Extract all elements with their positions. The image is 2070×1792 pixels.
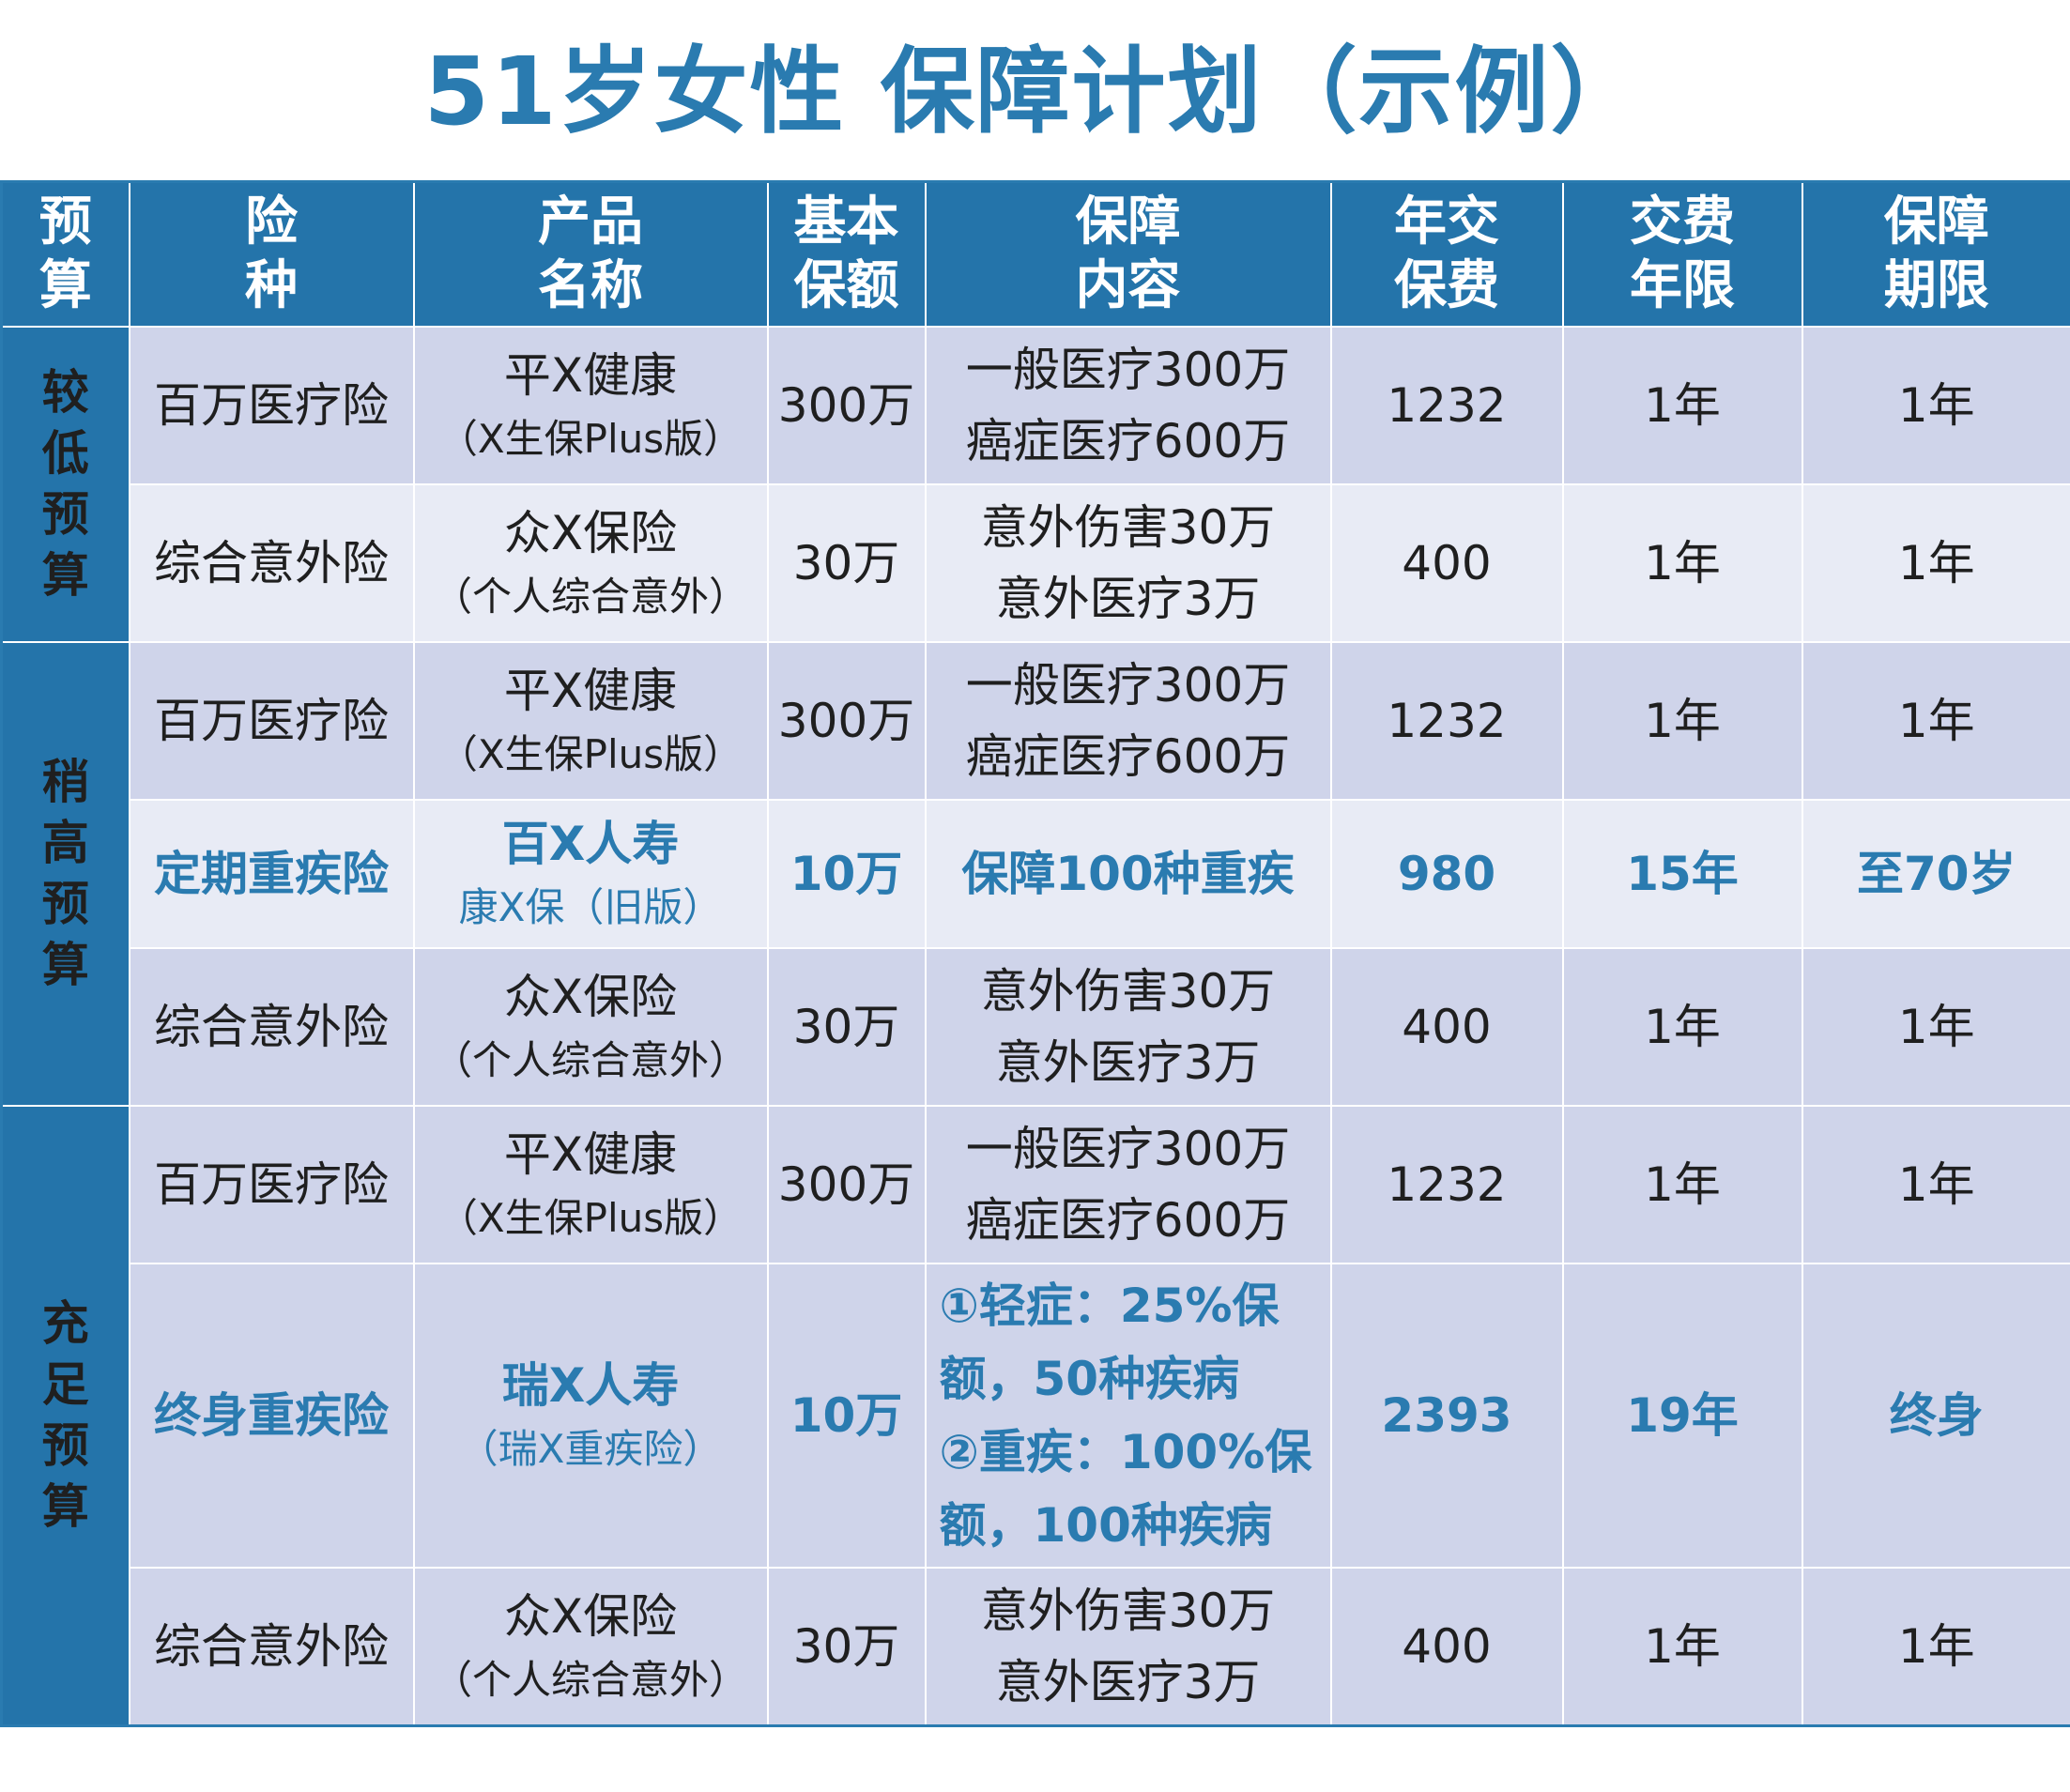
insurance-type: 百万医疗险: [128, 326, 415, 485]
coverage-content: 保障100种重疾: [924, 799, 1332, 949]
annual-premium: 2393: [1329, 1263, 1564, 1569]
annual-premium: 400: [1329, 947, 1564, 1107]
annual-premium: 400: [1329, 483, 1564, 643]
header-row: 预算 险种 产品 名称 基本 保额 保障 内容 年交 保费 交费 年限 保障 期限: [0, 180, 2070, 328]
header-amount: 基本 保额: [766, 180, 927, 328]
insurance-type: 定期重疾险: [128, 799, 415, 949]
coverage-term: 终身: [1801, 1263, 2070, 1569]
insurance-type: 终身重疾险: [128, 1263, 415, 1569]
header-premium: 年交 保费: [1329, 180, 1564, 328]
base-amount: 300万: [766, 326, 927, 485]
base-amount: 10万: [766, 1263, 927, 1569]
header-content: 保障 内容: [924, 180, 1332, 328]
product-name: 平X健康 （X生保Plus版）: [412, 1105, 769, 1264]
table-row-highlight: 定期重疾险 百X人寿 康X保（旧版） 10万 保障100种重疾 980 15年 至…: [2, 799, 2070, 949]
table-row: 稍高预算 百万医疗险 平X健康 （X生保Plus版） 300万 一般医疗300万癌…: [0, 641, 2070, 1107]
header-type: 险种: [128, 180, 415, 328]
base-amount: 300万: [766, 641, 927, 801]
product-name: 瑞X人寿 （瑞X重疾险）: [412, 1263, 769, 1569]
base-amount: 30万: [766, 1567, 927, 1727]
budget-label-high: 充足预算: [0, 1105, 130, 1727]
header-pay-term: 交费 年限: [1561, 180, 1803, 328]
coverage-term: 1年: [1801, 326, 2070, 485]
annual-premium: 1232: [1329, 326, 1564, 485]
coverage-content: 一般医疗300万 癌症医疗600万: [924, 326, 1332, 485]
header-product: 产品 名称: [412, 180, 769, 328]
product-name: 百X人寿 康X保（旧版）: [412, 799, 769, 949]
coverage-term: 1年: [1801, 641, 2070, 801]
table-row: 充足预算 百万医疗险 平X健康 （X生保Plus版） 300万 一般医疗300万癌…: [0, 1105, 2070, 1727]
header-budget: 预算: [0, 180, 130, 328]
product-name: 平X健康 （X生保Plus版）: [412, 641, 769, 801]
coverage-term: 1年: [1801, 1567, 2070, 1727]
insurance-type: 综合意外险: [128, 947, 415, 1107]
coverage-content: 意外伤害30万 意外医疗3万: [924, 947, 1332, 1107]
base-amount: 30万: [766, 947, 927, 1107]
coverage-content: 一般医疗300万 癌症医疗600万: [924, 641, 1332, 801]
pay-term: 1年: [1561, 1105, 1803, 1264]
insurance-type: 百万医疗险: [128, 641, 415, 801]
coverage-term: 1年: [1801, 1105, 2070, 1264]
pay-term: 1年: [1561, 1567, 1803, 1727]
base-amount: 10万: [766, 799, 927, 949]
pay-term: 15年: [1561, 799, 1803, 949]
coverage-term: 1年: [1801, 947, 2070, 1107]
table-row: 综合意外险 众X保险 （个人综合意外） 30万 意外伤害30万 意外医疗3万 400…: [2, 1567, 2070, 1727]
coverage-content: 意外伤害30万 意外医疗3万: [924, 1567, 1332, 1727]
pay-term: 1年: [1561, 483, 1803, 643]
table-row-highlight: 终身重疾险 瑞X人寿 （瑞X重疾险） 10万 ①轻症：25%保 额，50种疾病 ②重疾…: [2, 1263, 2070, 1569]
base-amount: 30万: [766, 483, 927, 643]
coverage-content: 意外伤害30万 意外医疗3万: [924, 483, 1332, 643]
product-name: 众X保险 （个人综合意外）: [412, 483, 769, 643]
header-coverage-term: 保障 期限: [1801, 180, 2070, 328]
annual-premium: 1232: [1329, 1105, 1564, 1264]
insurance-type: 综合意外险: [128, 1567, 415, 1727]
annual-premium: 1232: [1329, 641, 1564, 801]
insurance-type: 综合意外险: [128, 483, 415, 643]
annual-premium: 980: [1329, 799, 1564, 949]
product-name: 众X保险 （个人综合意外）: [412, 947, 769, 1107]
pay-term: 1年: [1561, 947, 1803, 1107]
annual-premium: 400: [1329, 1567, 1564, 1727]
coverage-content: 一般医疗300万 癌症医疗600万: [924, 1105, 1332, 1264]
table-row: 综合意外险 众X保险 （个人综合意外） 30万 意外伤害30万 意外医疗3万 400…: [2, 483, 2070, 643]
insurance-type: 百万医疗险: [128, 1105, 415, 1264]
pay-term: 1年: [1561, 641, 1803, 801]
pay-term: 1年: [1561, 326, 1803, 485]
product-name: 平X健康 （X生保Plus版）: [412, 326, 769, 485]
product-name: 众X保险 （个人综合意外）: [412, 1567, 769, 1727]
pay-term: 19年: [1561, 1263, 1803, 1569]
coverage-term: 1年: [1801, 483, 2070, 643]
page-title: 51岁女性 保障计划（示例）: [423, 37, 1647, 146]
budget-label-mid: 稍高预算: [0, 641, 130, 1107]
budget-label-low: 较低预算: [0, 326, 130, 643]
coverage-term: 至70岁: [1801, 799, 2070, 949]
table-row: 较低预算 百万医疗险 平X健康 （X生保Plus版） 300万 一般医疗300万癌…: [0, 326, 2070, 643]
table-row: 综合意外险 众X保险 （个人综合意外） 30万 意外伤害30万 意外医疗3万 400…: [2, 947, 2070, 1107]
coverage-content: ①轻症：25%保 额，50种疾病 ②重疾：100%保 额，100种疾病: [924, 1263, 1332, 1569]
insurance-plan-table: 预算 险种 产品 名称 基本 保额 保障 内容 年交 保费 交费 年限 保障 期限 较低预算…: [0, 180, 2070, 1727]
base-amount: 300万: [766, 1105, 927, 1264]
